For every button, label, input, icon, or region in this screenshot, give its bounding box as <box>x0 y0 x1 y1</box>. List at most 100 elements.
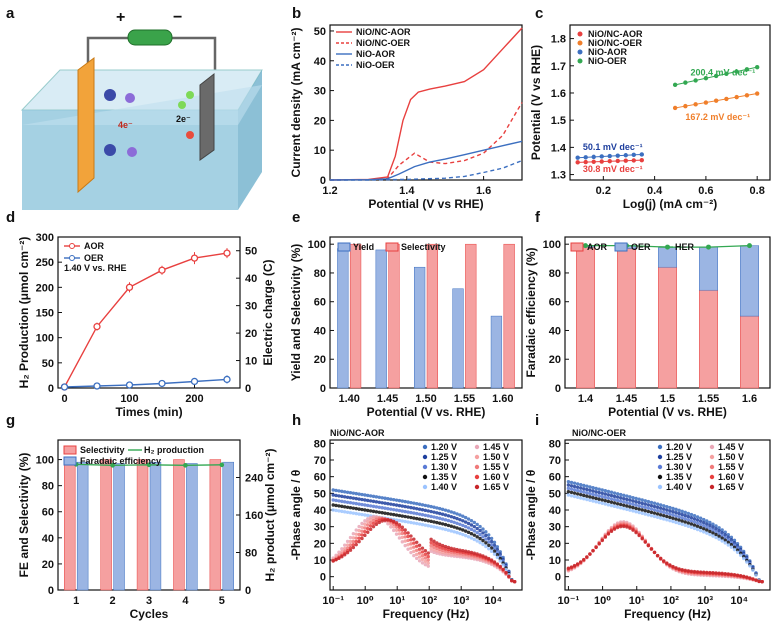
panel-h-point <box>360 502 364 507</box>
panel-i-point <box>618 524 623 529</box>
panel-b-series-line <box>329 102 523 181</box>
panel-i-point <box>674 566 678 570</box>
panel-h-point <box>412 545 416 549</box>
panel-h-point <box>348 535 353 540</box>
panel-c-xlabel: Log(j) (mA cm⁻²) <box>623 197 718 211</box>
panel-h-point <box>455 547 459 552</box>
panel-i-point <box>609 493 614 498</box>
panel-h-point <box>366 508 370 513</box>
panel-h-point <box>504 567 508 572</box>
panel-d-right-tick-label: 40 <box>245 273 257 285</box>
panel-i-point <box>643 499 647 503</box>
panel-i-point <box>689 512 694 517</box>
panel-i-point <box>748 576 752 580</box>
panel-h-point <box>452 525 456 529</box>
panel-i-point <box>579 496 583 500</box>
panel-h-point <box>354 539 358 544</box>
panel-h-point <box>371 509 376 514</box>
panel-d-point <box>223 375 231 384</box>
panel-g-xtick-label: 3 <box>146 595 152 607</box>
panel-i-point <box>726 538 731 542</box>
panel-h-point <box>469 536 474 540</box>
panel-i-point <box>575 562 580 566</box>
panel-i-point <box>729 535 734 540</box>
panel-h-point <box>463 549 468 553</box>
panel-h-point <box>380 496 384 500</box>
panel-h-point <box>394 518 399 522</box>
panel-h-point <box>394 525 399 529</box>
panel-h-point <box>458 531 462 536</box>
panel-h-point <box>417 517 422 521</box>
panel-h-point <box>487 540 491 544</box>
panel-g-h2-point <box>146 462 152 468</box>
panel-h-point <box>406 520 410 524</box>
panel-i-point <box>662 517 666 521</box>
panel-f-bar-aor <box>740 315 759 389</box>
panel-i-point <box>723 538 727 542</box>
panel-i-point <box>671 516 675 520</box>
panel-h-point <box>340 509 344 514</box>
panel-i-point <box>705 522 709 526</box>
panel-b-legend-label: NiO/NC-AOR <box>356 27 411 37</box>
panel-e-ylabel: Yield and Selectivity (%) <box>289 244 303 382</box>
panel-b-label: b <box>292 5 301 22</box>
panel-d-label: d <box>6 209 15 226</box>
panel-h-point <box>345 495 350 499</box>
panel-i-point <box>683 520 687 524</box>
panel-e-xtick-label: 1.40 <box>338 393 359 405</box>
panel-i-point <box>585 555 589 559</box>
panel-h-point <box>337 509 341 513</box>
panel-i-point <box>714 524 718 528</box>
panel-g-bar-selectivity <box>100 459 112 591</box>
panel-i-point <box>622 503 626 507</box>
panel-h-point <box>412 537 416 541</box>
panel-i-point <box>603 489 608 493</box>
panel-i-point <box>671 506 675 511</box>
panel-i-point <box>579 486 583 490</box>
bubble-icon <box>186 91 194 99</box>
panel-h-point <box>415 511 419 516</box>
panel-i-legend-label: 1.20 V <box>666 442 692 452</box>
panel-h-point <box>440 517 445 521</box>
panel-h-point <box>423 549 428 553</box>
panel-h-point <box>340 504 344 509</box>
panel-h-point <box>389 512 393 516</box>
panel-i-point <box>677 521 681 526</box>
panel-f-legend-label: OER <box>631 242 651 252</box>
panel-i-point <box>572 484 577 489</box>
panel-i-point <box>649 507 654 511</box>
panel-h-point <box>354 506 358 511</box>
panel-i-point <box>588 552 592 556</box>
panel-i-point <box>674 507 678 512</box>
panel-i-point <box>698 525 703 530</box>
minus-sign: − <box>173 9 182 26</box>
panel-h-point <box>435 520 439 525</box>
panel-h-point <box>420 553 425 558</box>
panel-h-ytick-label: 10 <box>314 555 326 567</box>
panel-i-point <box>723 571 727 576</box>
panel-b-ytick-label: 20 <box>314 115 326 127</box>
panel-g-ytick-label: 100 <box>36 455 54 467</box>
panel-h-point <box>440 512 445 516</box>
panel-i-point <box>723 530 727 534</box>
panel-i-point <box>757 579 761 584</box>
panel-d-legend-label: OER <box>84 253 104 263</box>
panel-i-point <box>720 530 724 535</box>
panel-e-bar-selectivity <box>426 243 439 389</box>
panel-i-ytick-label: 80 <box>549 438 561 450</box>
panel-h-point <box>409 550 413 555</box>
panel-h-point <box>386 502 390 506</box>
panel-i-point <box>582 483 586 488</box>
panel-i-point <box>695 518 700 522</box>
panel-i-point <box>597 542 601 546</box>
panel-i-point <box>591 486 595 490</box>
panel-i-point <box>705 519 709 523</box>
panel-i-point <box>594 490 598 494</box>
panel-i-point <box>702 570 706 574</box>
panel-i-point <box>591 499 595 503</box>
panel-h-point <box>426 551 430 555</box>
panel-h-point <box>374 495 379 499</box>
panel-i-point <box>665 508 669 512</box>
panel-e-ytick-label: 100 <box>308 239 326 251</box>
panel-i-point <box>708 526 712 531</box>
